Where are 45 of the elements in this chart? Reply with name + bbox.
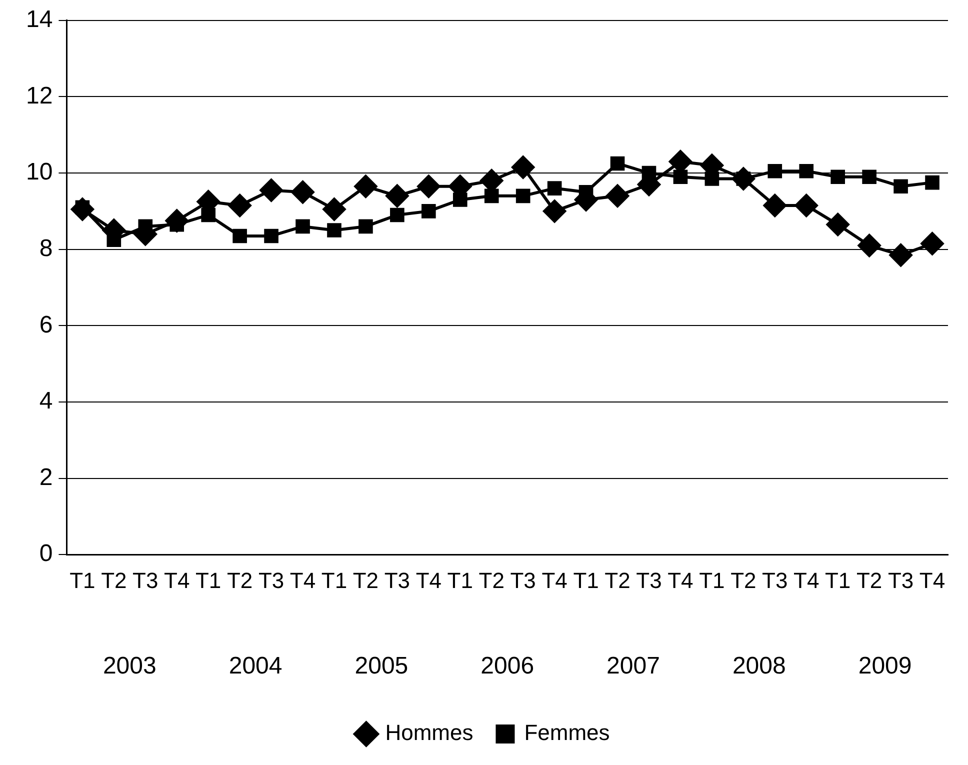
x-tick-label: T3 — [132, 568, 158, 593]
y-tick-label: 6 — [39, 311, 53, 338]
x-tick-label: T1 — [321, 568, 348, 593]
text: 2007 — [606, 652, 660, 680]
x-tick-label: T1 — [699, 568, 725, 593]
y-tick-label: 4 — [39, 388, 53, 415]
x-tick-label: T1 — [573, 568, 599, 593]
x-tick-label: T3 — [888, 568, 914, 593]
x-tick-label: T3 — [636, 568, 662, 593]
x-tick-label: T3 — [762, 568, 788, 593]
x-tick-label: T1 — [824, 568, 851, 593]
x-tick-label: T4 — [164, 568, 190, 593]
x-tick-label: T3 — [384, 568, 410, 593]
x-tick-label: T2 — [226, 568, 253, 593]
x-tick-label: T4 — [668, 568, 694, 593]
x-tick-label: T4 — [794, 568, 820, 593]
x-tick-label: T1 — [447, 568, 473, 593]
text: 2008 — [732, 652, 786, 680]
x-tick-label: T3 — [510, 568, 536, 593]
x-tick-label: T2 — [730, 568, 756, 593]
x-tick-label: T4 — [290, 568, 316, 593]
x-tick-label: T2 — [101, 568, 127, 593]
y-tick-label: 8 — [39, 234, 53, 262]
text: 2005 — [354, 652, 408, 680]
x-tick-label: T2 — [478, 568, 504, 593]
x-tick-label: T2 — [604, 568, 630, 593]
legend-label: Femmes — [524, 720, 610, 746]
text: 2004 — [228, 652, 282, 680]
text: 2006 — [480, 652, 534, 680]
text: 2003 — [102, 652, 156, 680]
y-tick-label: 2 — [39, 464, 53, 491]
x-tick-label: T4 — [542, 568, 568, 593]
x-tick-label: T1 — [70, 568, 96, 593]
x-tick-label: T4 — [919, 568, 946, 593]
x-tick-label: T2 — [352, 568, 379, 593]
y-tick-label: 10 — [26, 158, 53, 186]
y-tick-label: 12 — [26, 82, 53, 110]
x-tick-label: T3 — [258, 568, 284, 593]
text: 2009 — [858, 652, 912, 680]
legend-label: Hommes — [385, 720, 474, 746]
x-tick-label: T4 — [416, 568, 442, 593]
x-tick-label: T1 — [195, 568, 222, 593]
x-tick-label: T2 — [856, 568, 882, 593]
y-tick-label: 14 — [26, 6, 53, 34]
y-tick-label: 0 — [39, 540, 53, 568]
